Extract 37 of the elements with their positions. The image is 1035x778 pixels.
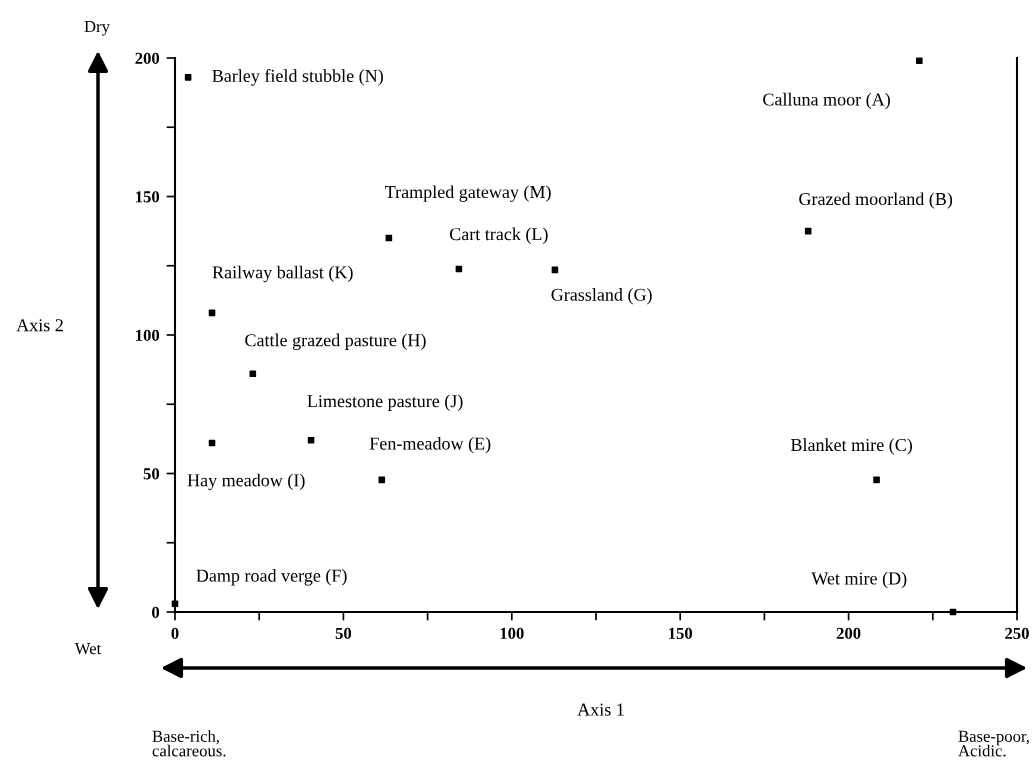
x-axis-title: Axis 1	[577, 703, 624, 716]
y-axis-title: Axis 2	[16, 319, 63, 332]
annotation: Cattle grazed pasture (H)	[245, 333, 426, 351]
point	[873, 476, 880, 484]
annotation: Limestone pasture (J)	[307, 394, 463, 411]
x-tick-label: 150	[669, 627, 693, 640]
point	[916, 57, 923, 65]
text: Base-poor, Acidic.	[958, 730, 1029, 757]
text: Wet	[74, 643, 102, 655]
annotation: Trampled gateway (M)	[385, 185, 551, 202]
annotation: Hay meadow (I)	[187, 473, 305, 491]
y-tick-label: 100	[136, 329, 160, 341]
point	[184, 74, 192, 81]
annotation: Wet mire (D)	[811, 571, 907, 589]
y-tick-label: 0	[152, 606, 160, 618]
annotation: Fen-meadow (E)	[369, 436, 491, 454]
text: Base-rich, calcareous.	[152, 730, 226, 757]
x-tick-label: 200	[836, 627, 861, 640]
y-tick-label: 150	[136, 191, 160, 203]
annotation: Calluna moor (A)	[763, 92, 890, 110]
x-tick-label: 50	[335, 627, 352, 640]
annotation: Barley field stubble (N)	[212, 69, 383, 86]
x-tick-label: 250	[1005, 627, 1029, 640]
text: Dry	[84, 21, 110, 36]
y-tick-label: 50	[143, 468, 160, 480]
point	[171, 600, 179, 607]
annotation: Cart track (L)	[449, 227, 548, 244]
point	[249, 370, 257, 378]
y-tick-label: 200	[135, 52, 160, 64]
x-tick-label: 100	[500, 627, 524, 640]
annotation: Railway ballast (K)	[212, 265, 353, 283]
annotation: Blanket mire (C)	[790, 438, 912, 455]
annotation: Grassland (G)	[551, 288, 652, 305]
annotation: Damp road verge (F)	[196, 569, 347, 586]
x-tick-label: 0	[171, 627, 179, 640]
point	[307, 436, 315, 444]
annotation: Grazed moorland (B)	[799, 192, 953, 209]
